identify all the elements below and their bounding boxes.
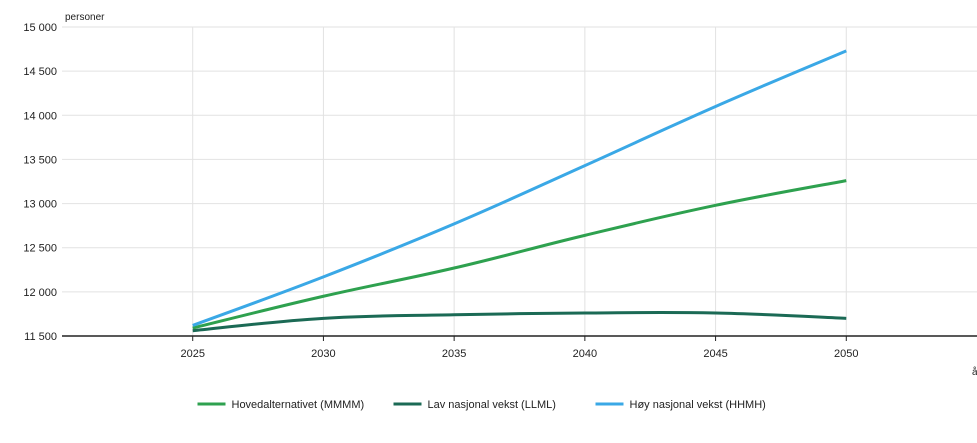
legend-item[interactable]: Hovedalternativet (MMMM) xyxy=(197,399,365,411)
legend-label: Hovedalternativet (MMMM) xyxy=(232,399,365,411)
x-tick-label: 2035 xyxy=(442,348,466,360)
y-tick-label: 13 000 xyxy=(23,199,57,211)
x-tick-label: 2050 xyxy=(834,348,858,360)
series-line-1[interactable] xyxy=(192,310,847,333)
x-tick-label: 2045 xyxy=(703,348,727,360)
x-tick-label: 2030 xyxy=(311,348,335,360)
series-line-2[interactable] xyxy=(192,49,847,327)
legend-item[interactable]: Høy nasjonal vekst (HHMH) xyxy=(595,399,766,411)
y-axis-unit-label: personer xyxy=(65,12,105,23)
legend-item[interactable]: Lav nasjonal vekst (LLML) xyxy=(393,399,556,411)
axes: personer år 11 500 12 000 12 500 13 000 13 5… xyxy=(23,12,977,378)
x-axis-unit-label: år xyxy=(972,366,977,378)
y-tick-label: 14 000 xyxy=(23,110,57,122)
legend-label: Høy nasjonal vekst (HHMH) xyxy=(630,399,766,411)
y-tick-label: 12 500 xyxy=(23,243,57,255)
y-tick-label: 15 000 xyxy=(23,22,57,34)
y-tick-label: 12 000 xyxy=(23,287,57,299)
legend: Hovedalternativet (MMMM) Lav nasjonal vek… xyxy=(197,399,766,411)
x-tick-label: 2025 xyxy=(180,348,204,360)
legend-label: Lav nasjonal vekst (LLML) xyxy=(428,399,556,411)
y-tick-label: 14 500 xyxy=(23,66,57,78)
y-tick-label: 13 500 xyxy=(23,154,57,166)
x-tick-label: 2040 xyxy=(573,348,597,360)
y-tick-label: 11 500 xyxy=(24,331,57,343)
series-lines xyxy=(192,49,847,333)
series-line-0[interactable] xyxy=(192,179,847,330)
